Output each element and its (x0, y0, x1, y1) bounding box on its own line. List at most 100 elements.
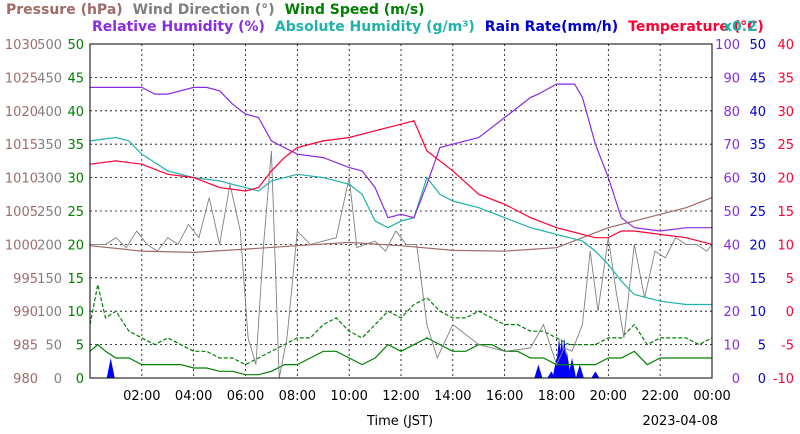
rain-rate-tick-label: 10 (749, 305, 766, 320)
plot-frame (89, 43, 713, 379)
pressure-tick-label: 990 (13, 305, 38, 320)
rain-rate-tick-label: 45 (749, 71, 766, 86)
x-tick-label: 10:00 (330, 389, 367, 404)
wind-direction-tick-label: 300 (37, 172, 62, 187)
wind-direction-tick-label: 150 (37, 272, 62, 287)
relative-humidity-tick-label: 50 (723, 205, 740, 220)
rain-rate-tick-label: 30 (749, 172, 766, 187)
wind-direction-tick-label: 500 (37, 38, 62, 53)
rain-rate-bar (106, 357, 115, 378)
pressure-tick-label: 1020 (5, 105, 38, 120)
legend-entry: Rain Rate(mm/h) (485, 19, 618, 35)
x-tick-label: 08:00 (279, 389, 316, 404)
wind-direction-tick-label: 0 (54, 372, 62, 387)
legend-entry: Temperature (°C) (628, 19, 764, 35)
wind-speed-tick-label: 50 (67, 38, 84, 53)
wind-speed-tick-label: 10 (67, 305, 84, 320)
pressure-hpa-line (89, 197, 713, 254)
temperature-tick-label: 20 (777, 172, 794, 187)
x-tick-label: 02:00 (123, 389, 160, 404)
wind-speed-tick-label: 20 (67, 238, 84, 253)
wind-speed-tick-label: 40 (67, 105, 84, 120)
rain-rate-bar (534, 364, 543, 378)
series-layer (89, 83, 713, 379)
relative-humidity-line (90, 83, 712, 232)
pressure-tick-label: 1015 (5, 138, 38, 153)
wind-speed-tick-label: 5 (76, 339, 84, 354)
wind-direction-tick-label: 100 (37, 305, 62, 320)
wind-direction-tick-label: 450 (37, 71, 62, 86)
wind-direction-tick-label: 350 (37, 138, 62, 153)
pressure-tick-label: 1030 (5, 38, 38, 53)
wind-speed-tick-label: 0 (76, 372, 84, 387)
temperature-tick-label: 30 (777, 105, 794, 120)
absolute-humidity-g-m-line (89, 136, 712, 306)
wind-direction-tick-label: 250 (37, 205, 62, 220)
wind-speed-tick-label: 15 (67, 272, 84, 287)
pressure-tick-label: 985 (13, 339, 38, 354)
temperature-tick-label: 5 (786, 272, 794, 287)
temperature-tick-label: 15 (777, 205, 794, 220)
pressure-tick-label: 1005 (5, 205, 38, 220)
wind-speed-tick-label: 30 (67, 172, 84, 187)
rain-rate-bar (591, 371, 600, 378)
rain-rate-tick-label: 50 (749, 38, 766, 53)
pressure-tick-label: 1010 (5, 172, 38, 187)
chart-date: 2023-04-08 (642, 414, 718, 429)
wind-direction-tick-label: 50 (45, 339, 62, 354)
x-tick-label: 00:00 (693, 389, 730, 404)
temperature-tick-label: 35 (777, 71, 794, 86)
relative-humidity-tick-label: 30 (723, 272, 740, 287)
wind-gust-m-s-line (89, 284, 713, 366)
relative-humidity-tick-label: 10 (723, 339, 740, 354)
relative-humidity-tick-label: 90 (723, 71, 740, 86)
legend-entry: Absolute Humidity (g/m³) (275, 19, 475, 35)
rain-rate-tick-label: 20 (749, 238, 766, 253)
pressure-tick-label: 1000 (5, 238, 38, 253)
relative-humidity-tick-label: 0 (732, 372, 740, 387)
legend-entry: Wind Direction (°) (133, 2, 275, 18)
legend-entry: Relative Humidity (%) (92, 19, 265, 35)
x-axis-label: Time (JST) (366, 414, 433, 429)
relative-humidity-tick-label: 70 (723, 138, 740, 153)
rain-rate-tick-label: 25 (749, 205, 766, 220)
right-axes: 1009080706050403020100504540353025201510… (715, 38, 794, 387)
relative-humidity-tick-label: 20 (723, 305, 740, 320)
temperature-tick-label: 40 (777, 38, 794, 53)
wind-speed-tick-label: 45 (67, 71, 84, 86)
wind-speed-m-s-line (89, 337, 712, 376)
x-tick-label: 16:00 (486, 389, 523, 404)
left-axes: 1030102510201015101010051000995990985980… (5, 38, 84, 387)
legend-row-2: Relative Humidity (%) Absolute Humidity (… (92, 19, 764, 35)
rain-rate-bar (575, 364, 584, 378)
x-axis: 02:00 04:00 06:00 08:00 10:00 12:00 14:00 16:00… (123, 389, 731, 404)
pressure-tick-label: 995 (13, 272, 38, 287)
temperature-tick-label: -10 (773, 372, 794, 387)
rain-rate-tick-label: 40 (749, 105, 766, 120)
temperature-tick-label: 0 (786, 305, 794, 320)
wind-speed-tick-label: 35 (67, 138, 84, 153)
wind-direction-line (90, 150, 713, 379)
x-tick-label: 22:00 (641, 389, 678, 404)
absolute-humidity-factor-label: x0.2 (723, 19, 757, 35)
relative-humidity-tick-label: 100 (715, 38, 740, 53)
temperature-tick-label: 10 (777, 238, 794, 253)
relative-humidity-tick-label: 40 (723, 238, 740, 253)
legend-row-1: Pressure (hPa) Wind Direction (°) Wind Spe… (6, 2, 425, 18)
x-tick-label: 14:00 (434, 389, 471, 404)
wind-direction-tick-label: 200 (37, 238, 62, 253)
rain-rate-tick-label: 0 (758, 372, 766, 387)
rain-rate-tick-label: 35 (749, 138, 766, 153)
legend-entry: Wind Speed (m/s) (285, 2, 425, 18)
grid (90, 44, 712, 378)
rain-rate-bar (568, 357, 577, 378)
pressure-tick-label: 980 (13, 372, 38, 387)
temperature-c-line (89, 120, 713, 245)
rain-rate-tick-label: 5 (758, 339, 766, 354)
x-tick-label: 12:00 (382, 389, 419, 404)
temperature-tick-label: 25 (777, 138, 794, 153)
x-tick-label: 20:00 (590, 389, 627, 404)
x-tick-label: 06:00 (227, 389, 264, 404)
legend-entry: Pressure (hPa) (6, 2, 123, 18)
